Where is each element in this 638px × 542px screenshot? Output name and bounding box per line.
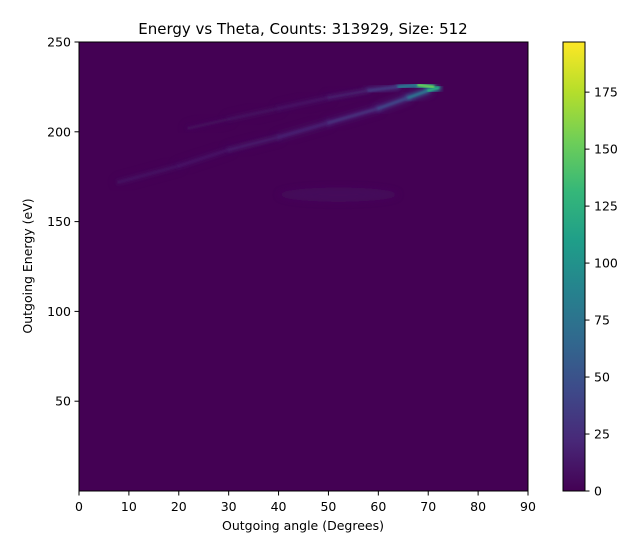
heatmap-curve-lower-segment (327, 107, 380, 124)
heatmap-curve-upper-segment (187, 118, 230, 130)
colorbar-tick-label: 0 (594, 484, 602, 499)
heatmap-curve-lower-segment (177, 148, 230, 168)
colorbar-tick-label: 100 (594, 256, 618, 271)
heatmap-curve-lower-segment (407, 89, 430, 99)
x-tick-label: 70 (420, 499, 436, 514)
x-tick-label: 0 (75, 499, 83, 514)
chart-title: Energy vs Theta, Counts: 313929, Size: 5… (138, 20, 467, 38)
y-tick-label: 200 (47, 124, 71, 139)
colorbar-tick-label: 75 (594, 313, 610, 328)
x-tick-label: 20 (171, 499, 187, 514)
colorbar-tick-label: 50 (594, 370, 610, 385)
y-tick-label: 250 (47, 35, 71, 50)
colorbar-tick-label: 25 (594, 427, 610, 442)
colorbar-tick-label: 125 (594, 199, 618, 214)
y-tick-label: 150 (47, 214, 71, 229)
heatmap-curve-lower-segment (117, 164, 180, 184)
heatmap-background (79, 42, 528, 491)
heatmap-curve-upper-segment (417, 84, 435, 89)
y-tick-label: 50 (55, 394, 71, 409)
heatmap-curve-lower-segment (377, 96, 410, 110)
colorbar-ticks: 0 25 50 75 100 125 150 175 (585, 85, 618, 499)
heatmap-curve-upper-segment (277, 96, 330, 110)
x-tick-label: 40 (271, 499, 287, 514)
x-tick-label: 30 (221, 499, 237, 514)
heatmap-curve-upper-segment (327, 89, 370, 99)
x-tick-label: 90 (520, 499, 536, 514)
y-tick-label: 100 (47, 304, 71, 319)
y-axis: 50 100 150 200 250 (47, 35, 79, 409)
x-tick-label: 60 (370, 499, 386, 514)
heatmap-curve-upper-segment (227, 107, 280, 121)
heatmap-faint-blob (278, 187, 399, 202)
colorbar-tick-label: 175 (594, 85, 618, 100)
colorbar-tick-label: 150 (594, 142, 618, 157)
heatmap-features (114, 80, 443, 202)
heatmap-curve-upper-segment (367, 85, 400, 92)
heatmap-curve-lower-segment (277, 121, 330, 139)
colorbar (562, 41, 586, 492)
x-axis-label: Outgoing angle (Degrees) (222, 518, 384, 533)
heatmap-curve-upper-segment (397, 84, 420, 89)
x-tick-label: 80 (470, 499, 486, 514)
y-axis-label: Outgoing Energy (eV) (20, 198, 35, 333)
x-tick-label: 50 (320, 499, 336, 514)
heatmap-curve-lower-segment (227, 136, 280, 151)
plot-frame (78, 41, 529, 492)
x-tick-label: 10 (121, 499, 137, 514)
x-axis: 0 10 20 30 40 50 60 70 80 90 (75, 491, 536, 514)
